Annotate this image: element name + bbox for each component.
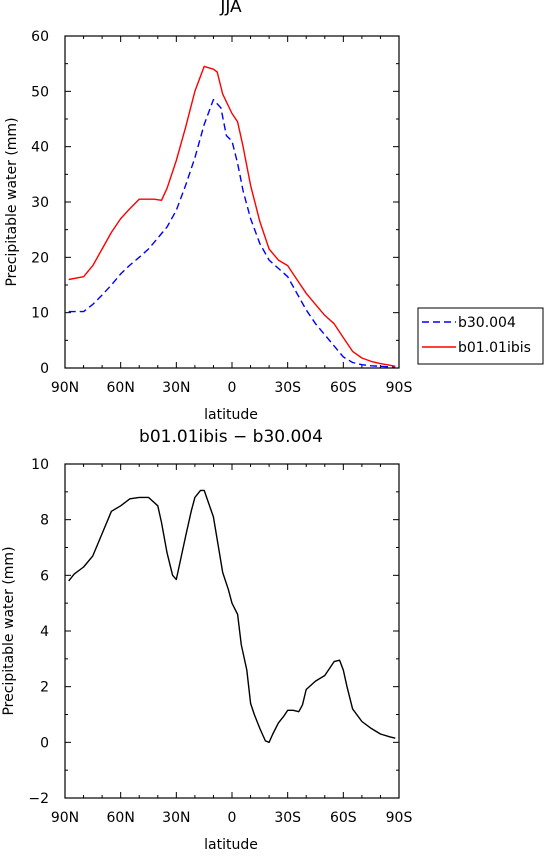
- x-tick-label: 60N: [107, 810, 135, 826]
- x-tick-label: 90N: [51, 810, 79, 826]
- y-tick-label: 30: [31, 195, 49, 211]
- legend: b30.004 b01.01ibis: [417, 307, 544, 365]
- chart-title: JJA: [219, 0, 242, 17]
- plot-frame: [64, 35, 400, 369]
- x-tick-label: 90N: [51, 380, 79, 396]
- x-tick-label: 90S: [386, 810, 413, 826]
- legend-label-b01-01ibis: b01.01ibis: [458, 340, 531, 356]
- x-tick-label: 30N: [162, 380, 190, 396]
- y-tick-label: 20: [31, 250, 49, 266]
- panel-bottom-difference: b01.01ibis − b30.004 90N 60N 30N 0 30S 60S 90S…: [1, 427, 412, 853]
- axis-ticks: 90N 60N 30N 0 30S 60S 90S −2 0 2 4 6 8 10: [28, 457, 412, 826]
- y-axis-label: Precipitable water (mm): [1, 546, 17, 715]
- x-tick-label: 60S: [330, 810, 357, 826]
- panel-top-jja: JJA 90N 60N 30N 0 30S 60S 90S 0 10 20 30 40 50 60 lat…: [4, 0, 544, 423]
- y-tick-label: 0: [40, 361, 49, 377]
- y-tick-label: 6: [40, 568, 49, 584]
- y-tick-label: 0: [40, 735, 49, 751]
- y-tick-label: 40: [31, 140, 49, 156]
- y-tick-label: 4: [40, 624, 49, 640]
- y-tick-label: 10: [31, 306, 49, 322]
- legend-label-b30-004: b30.004: [458, 315, 516, 331]
- y-tick-label: 2: [40, 680, 49, 696]
- series-group: [68, 489, 396, 743]
- y-tick-label: 8: [40, 513, 49, 529]
- series-line-b30-004: [68, 98, 396, 369]
- x-tick-label: 90S: [386, 380, 413, 396]
- y-tick-label: 10: [31, 457, 49, 473]
- y-axis-label: Precipitable water (mm): [4, 117, 20, 286]
- chart-title: b01.01ibis − b30.004: [139, 427, 323, 447]
- x-axis-label: latitude: [204, 407, 258, 423]
- y-tick-label: 60: [31, 29, 49, 45]
- y-tick-label: 50: [31, 84, 49, 100]
- x-tick-label: 30S: [274, 810, 301, 826]
- legend-box: [417, 307, 544, 365]
- x-tick-label: 60N: [107, 380, 135, 396]
- series-group: [68, 65, 396, 369]
- x-tick-label: 30N: [162, 810, 190, 826]
- x-axis-label: latitude: [204, 837, 258, 851]
- y-tick-label: −2: [28, 791, 49, 807]
- x-tick-label: 0: [228, 810, 237, 826]
- x-tick-label: 30S: [274, 380, 301, 396]
- plot-frame: [64, 463, 400, 799]
- axis-ticks: 90N 60N 30N 0 30S 60S 90S 0 10 20 30 40 50 60: [31, 29, 412, 396]
- series-line-b01-01ibis: [68, 65, 396, 367]
- series-line-difference: [68, 489, 396, 743]
- x-tick-label: 0: [228, 380, 237, 396]
- x-tick-label: 60S: [330, 380, 357, 396]
